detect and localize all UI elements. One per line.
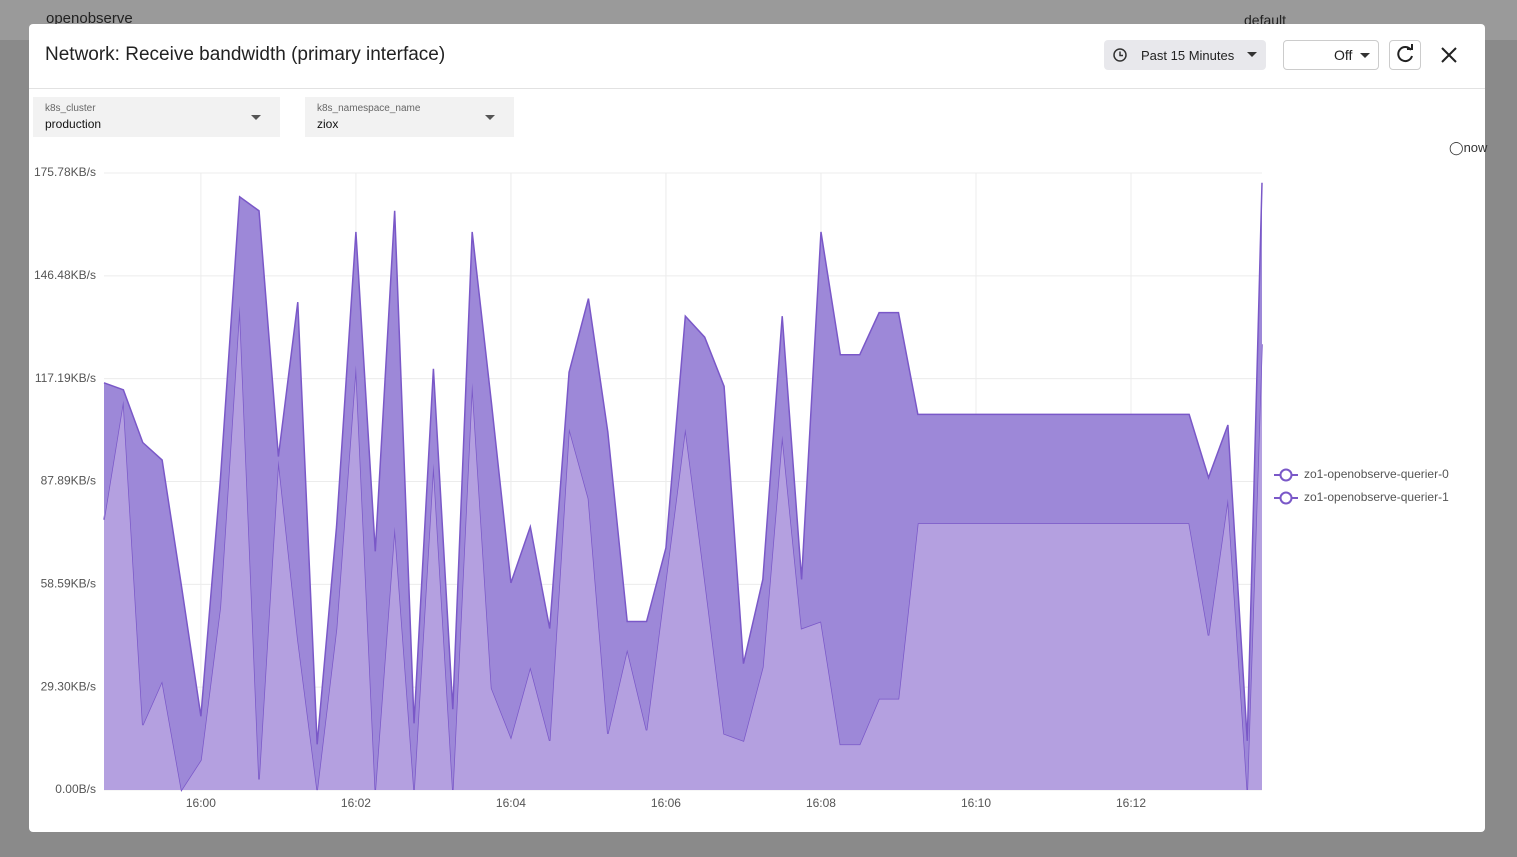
time-range: Past 15 Minutes bbox=[1141, 47, 1235, 63]
time-picker[interactable]: Past 15 Minutes bbox=[1104, 40, 1266, 70]
close-icon bbox=[1441, 47, 1457, 63]
brand: openobserve bbox=[46, 10, 133, 27]
legend-marker bbox=[1279, 491, 1293, 505]
panel-title: Network: Receive bandwidth (primary inte… bbox=[45, 44, 446, 65]
y-tick-label: 146.48KB/s bbox=[34, 268, 96, 282]
x-tick-label: 16:00 bbox=[186, 796, 216, 810]
caret bbox=[1247, 52, 1257, 57]
y-tick-label: 175.78KB/s bbox=[34, 165, 96, 179]
y-tick-label: 58.59KB/s bbox=[41, 577, 96, 591]
filter[interactable]: k8s_cluster production bbox=[33, 97, 280, 137]
y-tick-label: 0.00B/s bbox=[55, 782, 96, 796]
caret bbox=[1360, 53, 1370, 58]
legend-marker bbox=[1279, 468, 1293, 482]
refresh-interval[interactable]: Off bbox=[1283, 40, 1379, 70]
caret bbox=[251, 115, 261, 120]
legend-label[interactable]: zo1-openobserve-querier-0 bbox=[1304, 467, 1449, 481]
refresh-label: Off bbox=[1334, 47, 1353, 63]
x-tick-label: 16:04 bbox=[496, 796, 526, 810]
x-tick-label: 16:10 bbox=[961, 796, 991, 810]
legend-label[interactable]: zo1-openobserve-querier-1 bbox=[1304, 490, 1449, 504]
close-button[interactable] bbox=[1441, 40, 1457, 70]
caret bbox=[485, 115, 495, 120]
area bbox=[104, 305, 1262, 790]
filter-value: production bbox=[45, 117, 102, 131]
y-tick-label: 29.30KB/s bbox=[41, 679, 96, 693]
filter-label: k8s_cluster bbox=[45, 103, 96, 114]
x-tick-label: 16:02 bbox=[341, 796, 371, 810]
now-indicator: ◯now bbox=[1449, 140, 1488, 155]
y-tick-label: 87.89KB/s bbox=[41, 474, 96, 488]
x-tick-label: 16:12 bbox=[1116, 796, 1146, 810]
y-tick-label: 117.19KB/s bbox=[35, 371, 96, 385]
filter[interactable]: k8s_namespace_name ziox bbox=[305, 97, 514, 137]
refresh-icon bbox=[1397, 44, 1413, 63]
filter-value: ziox bbox=[317, 117, 339, 131]
divider bbox=[29, 88, 1485, 89]
filter-label: k8s_namespace_name bbox=[317, 103, 421, 114]
area-line bbox=[103, 182, 1263, 745]
x-tick-label: 16:08 bbox=[806, 796, 836, 810]
refresh-button[interactable] bbox=[1389, 40, 1421, 70]
area bbox=[104, 182, 1262, 790]
clock-icon bbox=[1113, 48, 1127, 62]
x-tick-label: 16:06 bbox=[651, 796, 681, 810]
now-label: now bbox=[1463, 140, 1488, 155]
